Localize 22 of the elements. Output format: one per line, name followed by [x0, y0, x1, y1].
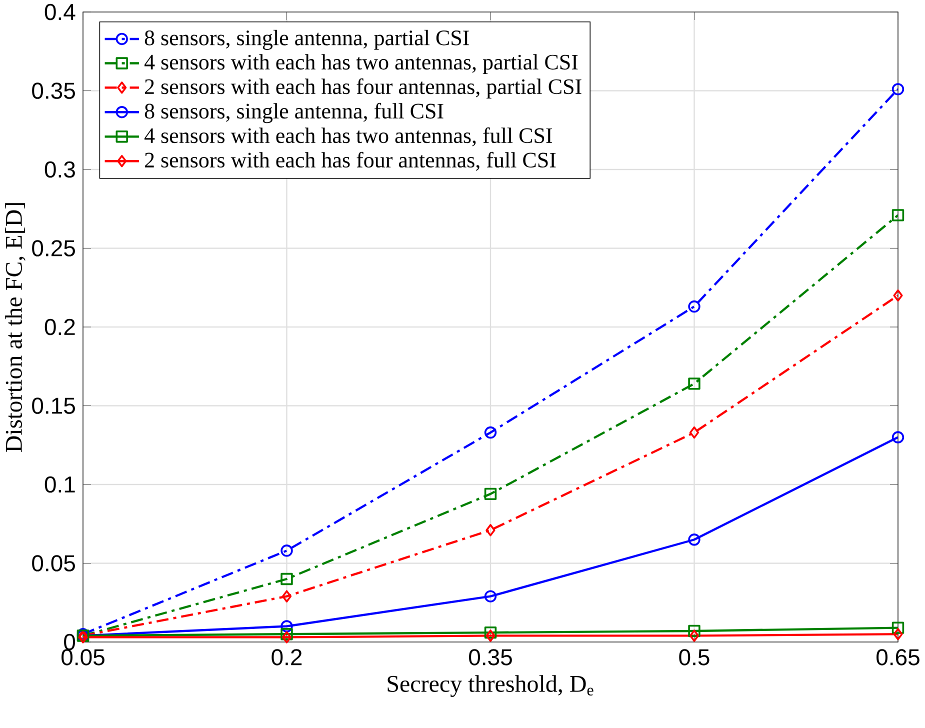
x-tick-label: 0.35 — [469, 649, 512, 666]
y-axis-title: Distortion at the FC, E[D] — [5, 203, 26, 452]
legend-label: 2 sensors with each has four antennas, partial CSI — [145, 78, 582, 99]
x-tick-label: 0.05 — [62, 649, 104, 666]
legend-label: 2 sensors with each has four antennas, full CSI — [145, 152, 556, 171]
y-tick-label: 0.3 — [44, 161, 75, 178]
legend-label: 8 sensors, single antenna, partial CSI — [144, 30, 469, 50]
y-tick-label: 0 — [64, 634, 76, 650]
legend-label: 8 sensors, single antenna, full CSI — [144, 102, 444, 124]
y-tick-label: 0.2 — [44, 318, 75, 336]
y-tick-label: 0.25 — [32, 240, 75, 256]
x-tick-label: 0.5 — [679, 649, 710, 666]
x-tick-label: 0.65 — [876, 649, 920, 666]
y-tick-label: 0.05 — [32, 555, 75, 572]
y-tick-label: 0.35 — [32, 82, 75, 99]
legend-label: 4 sensors with each has two antennas, full CSI — [144, 127, 552, 146]
x-axis-title: Secrecy threshold, D$_{e}$ — [388, 675, 594, 697]
y-tick-label: 0.4 — [44, 4, 76, 20]
y-tick-label: 0.1 — [44, 476, 75, 493]
x-tick-label: 0.2 — [272, 649, 302, 666]
y-tick-label: 0.15 — [32, 398, 75, 414]
legend-label: 4 sensors with each has two antennas, partial CSI — [144, 54, 578, 74]
